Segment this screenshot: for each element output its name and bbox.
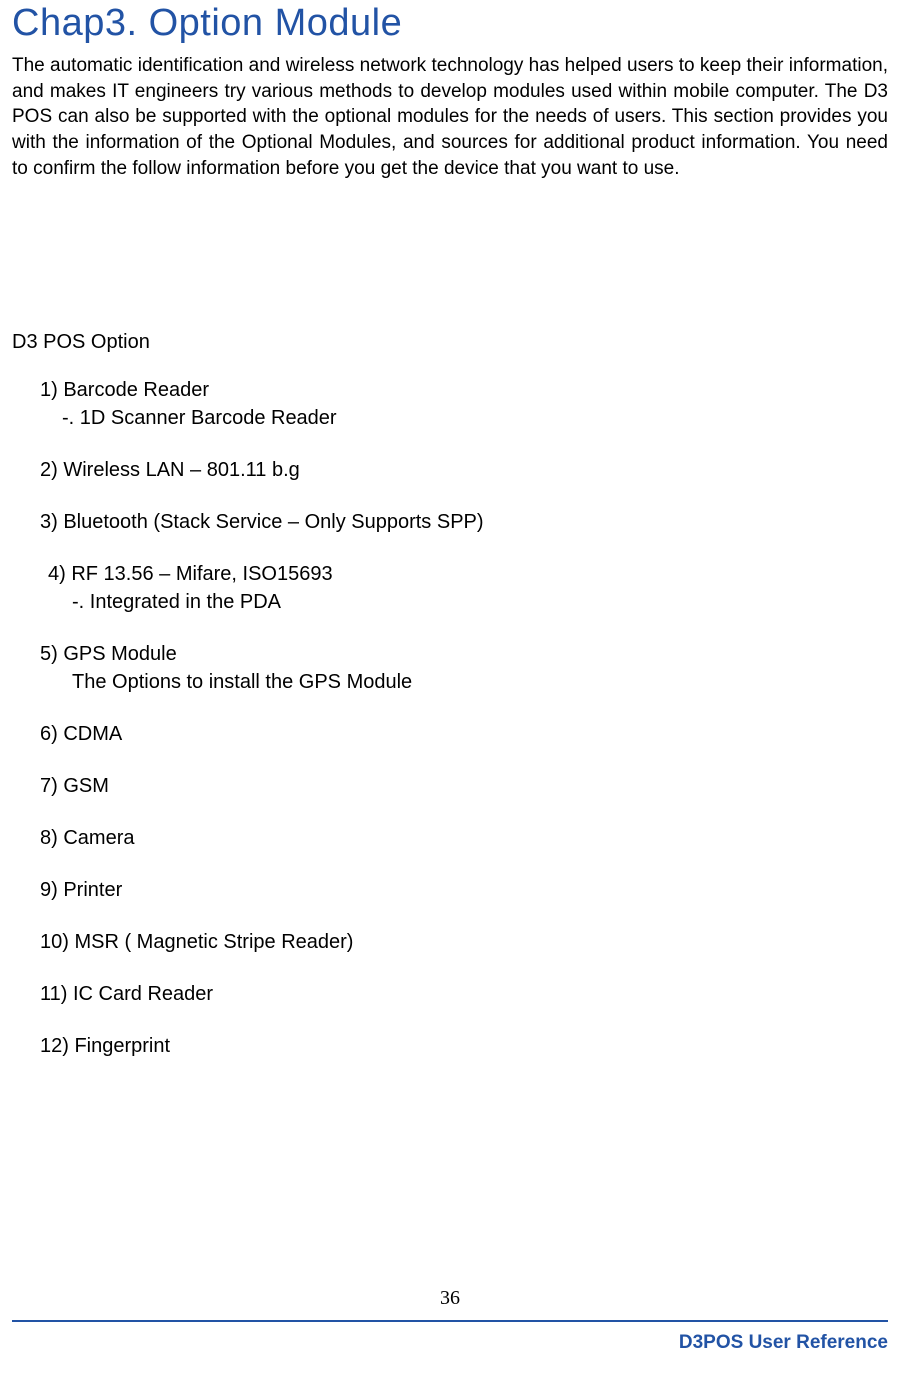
option-item-3: 3) Bluetooth (Stack Service – Only Suppo… xyxy=(40,508,888,536)
option-1-label: 1) Barcode Reader xyxy=(40,376,888,404)
option-item-9: 9) Printer xyxy=(40,876,888,904)
option-list: 1) Barcode Reader -. 1D Scanner Barcode … xyxy=(12,376,888,1060)
option-item-2: 2) Wireless LAN – 801.11 b.g xyxy=(40,456,888,484)
page-number: 36 xyxy=(0,1287,900,1310)
footer-divider xyxy=(12,1320,888,1322)
option-item-6: 6) CDMA xyxy=(40,720,888,748)
option-1-sub: -. 1D Scanner Barcode Reader xyxy=(40,404,888,432)
option-item-1: 1) Barcode Reader -. 1D Scanner Barcode … xyxy=(40,376,888,432)
option-5-label: 5) GPS Module xyxy=(40,640,888,668)
option-item-4: 4) RF 13.56 – Mifare, ISO15693 -. Integr… xyxy=(40,560,888,616)
option-4-label: 4) RF 13.56 – Mifare, ISO15693 xyxy=(40,560,888,588)
option-item-8: 8) Camera xyxy=(40,824,888,852)
option-item-5: 5) GPS Module The Options to install the… xyxy=(40,640,888,696)
option-item-7: 7) GSM xyxy=(40,772,888,800)
option-4-sub: -. Integrated in the PDA xyxy=(40,588,888,616)
option-5-sub: The Options to install the GPS Module xyxy=(40,668,888,696)
option-item-11: 11) IC Card Reader xyxy=(40,980,888,1008)
section-title: D3 POS Option xyxy=(12,331,888,354)
option-item-12: 12) Fingerprint xyxy=(40,1032,888,1060)
footer-text: D3POS User Reference xyxy=(679,1332,888,1354)
option-item-10: 10) MSR ( Magnetic Stripe Reader) xyxy=(40,928,888,956)
chapter-title: Chap3. Option Module xyxy=(12,2,888,45)
intro-paragraph: The automatic identification and wireles… xyxy=(12,53,888,181)
